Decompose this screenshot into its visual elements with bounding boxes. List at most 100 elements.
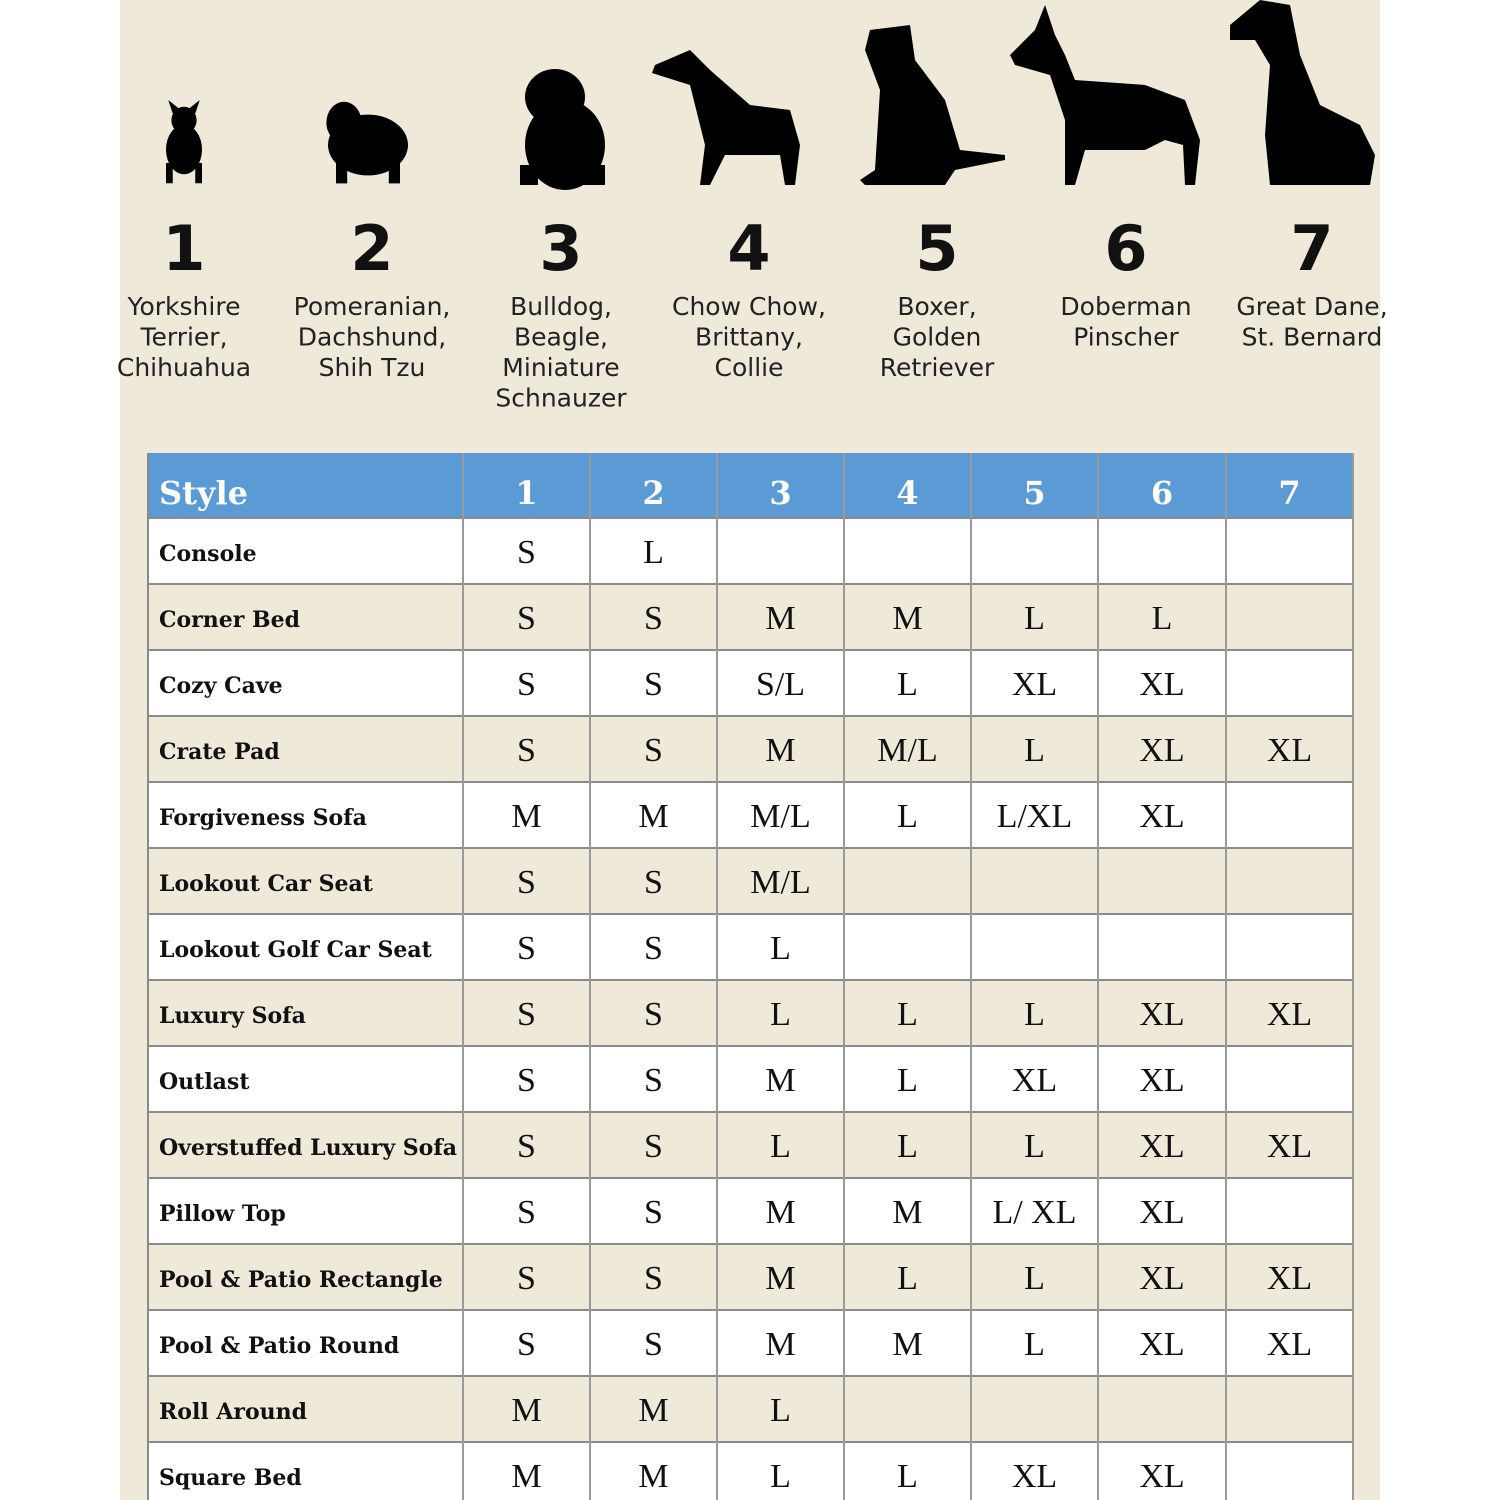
size-cell: XL: [1139, 1458, 1184, 1495]
size-cell: L: [770, 996, 791, 1033]
size-cell: XL: [1267, 1326, 1312, 1363]
breed-name: Doberman: [1060, 292, 1191, 321]
size-cell: S: [517, 996, 536, 1033]
header-cell: 3: [769, 474, 791, 512]
style-name: Lookout Golf Car Seat: [159, 937, 433, 963]
breed-name: Brittany,: [695, 323, 803, 352]
size-cell: L/XL: [997, 798, 1073, 835]
header-row: [148, 453, 1353, 518]
style-name: Luxury Sofa: [159, 1003, 306, 1029]
dog-4: [652, 50, 800, 185]
style-name: Pillow Top: [159, 1201, 286, 1227]
size-cell: L: [770, 1458, 791, 1495]
size-cell: M: [511, 1392, 541, 1429]
size-cell: M: [892, 1194, 922, 1231]
table-row: [147, 517, 1354, 585]
size-cell: S: [517, 732, 536, 769]
header-cell: 1: [515, 474, 537, 512]
size-cell: S: [517, 930, 536, 967]
size-cell: S: [517, 1128, 536, 1165]
size-cell: L: [1024, 1326, 1045, 1363]
size-cell: S: [517, 534, 536, 571]
size-cell: XL: [1139, 1062, 1184, 1099]
breed-name: Beagle,: [514, 323, 608, 352]
size-cell: L: [770, 930, 791, 967]
size-cell: M/L: [750, 864, 810, 901]
size-number: 5: [915, 212, 958, 285]
size-number: 2: [350, 212, 393, 285]
size-cell: L: [897, 1128, 918, 1165]
size-cell: M: [765, 1194, 795, 1231]
style-name: Square Bed: [159, 1465, 302, 1491]
size-cell: M: [638, 798, 668, 835]
breed-name: Boxer,: [897, 292, 976, 321]
size-cell: S: [517, 1326, 536, 1363]
style-name: Corner Bed: [159, 607, 300, 633]
size-cell: S: [517, 1062, 536, 1099]
size-cell: S: [644, 996, 663, 1033]
style-name: Crate Pad: [159, 739, 280, 765]
size-cell: S: [644, 1062, 663, 1099]
style-name: Overstuffed Luxury Sofa: [159, 1135, 457, 1161]
size-cell: M: [892, 1326, 922, 1363]
size-number: 7: [1290, 212, 1333, 285]
breed-name: Yorkshire: [127, 292, 241, 321]
size-cell: L: [770, 1128, 791, 1165]
table-row: [147, 781, 1354, 849]
size-cell: XL: [1012, 666, 1057, 703]
size-cell: M: [765, 1062, 795, 1099]
size-cell: XL: [1139, 1128, 1184, 1165]
size-cell: S: [644, 666, 663, 703]
size-cell: M: [511, 798, 541, 835]
size-number: 3: [539, 212, 582, 285]
header-cell: 7: [1278, 474, 1300, 512]
header-cell: 6: [1151, 474, 1173, 512]
size-cell: XL: [1139, 1194, 1184, 1231]
breed-name: Pomeranian,: [294, 292, 451, 321]
table-row: [147, 1375, 1354, 1443]
size-number: 6: [1104, 212, 1147, 285]
breed-name: Pinscher: [1073, 323, 1179, 352]
style-name: Pool & Patio Rectangle: [159, 1267, 443, 1293]
size-number: 1: [162, 212, 205, 285]
size-cell: S: [644, 732, 663, 769]
breed-name: Chihuahua: [117, 353, 251, 382]
style-name: Console: [159, 541, 257, 567]
style-name: Outlast: [159, 1069, 250, 1095]
table-row: [147, 1441, 1354, 1500]
style-name: Forgiveness Sofa: [159, 805, 367, 831]
size-cell: M: [765, 600, 795, 637]
style-name: Cozy Cave: [159, 673, 283, 699]
size-cell: L: [897, 1458, 918, 1495]
size-cell: M: [638, 1458, 668, 1495]
size-cell: M: [511, 1458, 541, 1495]
breed-name: Golden: [893, 323, 982, 352]
size-cell: S: [517, 1260, 536, 1297]
size-cell: M/L: [750, 798, 810, 835]
size-cell: S/L: [756, 666, 805, 703]
breed-name: Chow Chow,: [672, 292, 826, 321]
dog-silhouettes: [166, 0, 1375, 190]
size-cell: M/L: [877, 732, 937, 769]
size-cell: XL: [1139, 1326, 1184, 1363]
header-cell: 4: [896, 474, 918, 512]
size-cell: XL: [1267, 1260, 1312, 1297]
size-cell: S: [517, 864, 536, 901]
style-name: Lookout Car Seat: [159, 871, 374, 897]
size-cell: XL: [1139, 996, 1184, 1033]
breed-name: Retriever: [880, 353, 995, 382]
size-cell: XL: [1012, 1458, 1057, 1495]
size-cell: L: [1024, 996, 1045, 1033]
size-cell: M: [765, 1260, 795, 1297]
dog-7: [1230, 0, 1375, 185]
size-cell: M: [638, 1392, 668, 1429]
breed-name: Dachshund,: [298, 323, 447, 352]
dog-5: [860, 25, 1005, 185]
size-cell: S: [644, 930, 663, 967]
style-name: Roll Around: [159, 1399, 307, 1425]
size-cell: XL: [1139, 1260, 1184, 1297]
size-cell: L: [897, 798, 918, 835]
style-name: Pool & Patio Round: [159, 1333, 399, 1359]
size-cell: L/ XL: [992, 1194, 1076, 1231]
size-cell: L: [1152, 600, 1173, 637]
